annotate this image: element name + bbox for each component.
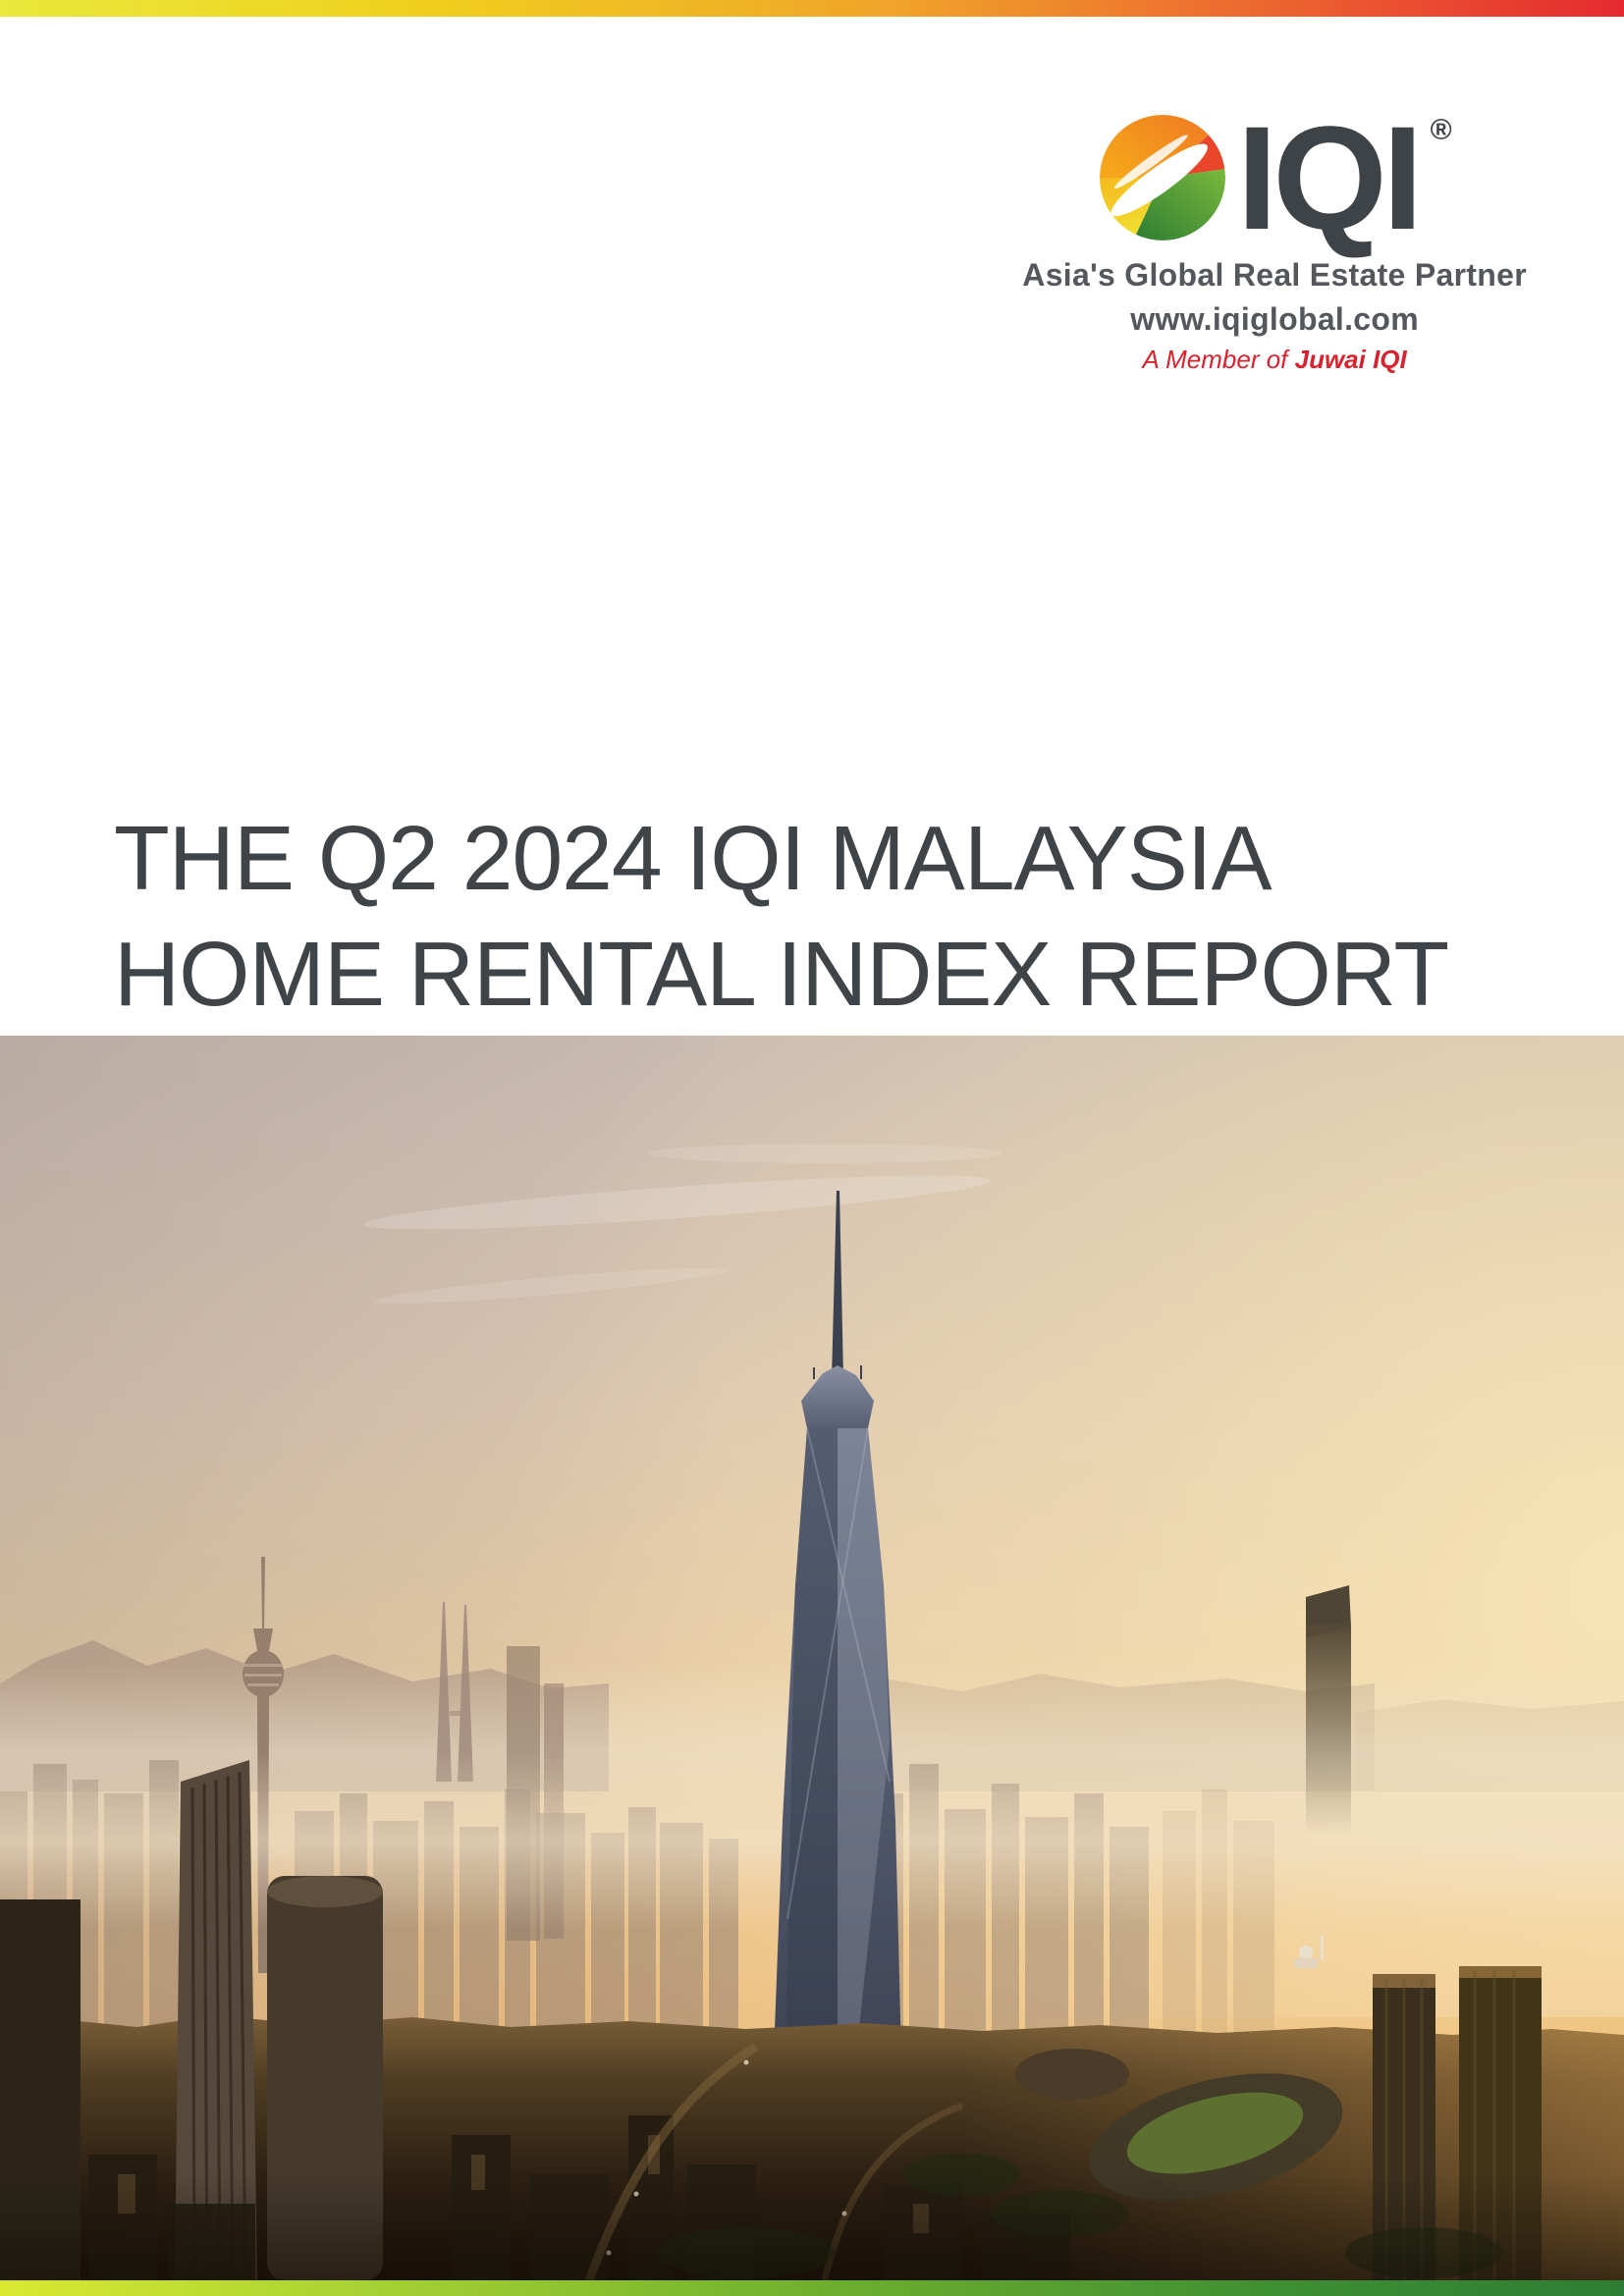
photo-cloud-streaks bbox=[363, 1144, 1001, 1305]
iqi-logo-row: IQI ® bbox=[1098, 104, 1452, 251]
report-title-line1: THE Q2 2024 IQI MALAYSIA bbox=[114, 807, 1272, 910]
registered-trademark-symbol: ® bbox=[1430, 114, 1452, 146]
photo-foreground-city bbox=[0, 1760, 1624, 2280]
photo-merdeka-118-tower bbox=[774, 1191, 901, 2056]
photo-mosque bbox=[1294, 1935, 1324, 1968]
top-gradient-bar bbox=[0, 0, 1624, 17]
iqi-globe-icon bbox=[1099, 115, 1225, 240]
brand-tagline: Asia's Global Real Estate Partner bbox=[1022, 257, 1527, 293]
membership-brand: Juwai IQI bbox=[1294, 345, 1407, 374]
membership-line: A Member of Juwai IQI bbox=[1143, 345, 1407, 375]
cover-photo-kuala-lumpur-skyline bbox=[0, 1036, 1624, 2280]
photo-exchange-106-tower bbox=[1306, 1585, 1351, 1836]
photo-petronas-towers bbox=[436, 1602, 473, 1782]
membership-prefix: A Member of bbox=[1142, 345, 1295, 374]
report-title-line2: HOME RENTAL INDEX REPORT bbox=[114, 923, 1449, 1026]
iqi-wordmark: IQI bbox=[1236, 95, 1424, 260]
report-title: THE Q2 2024 IQI MALAYSIA HOME RENTAL IND… bbox=[114, 800, 1449, 1032]
brand-website-url: www.iqiglobal.com bbox=[1130, 301, 1419, 337]
bottom-gradient-bar bbox=[0, 2280, 1624, 2296]
iqi-logo-block: IQI ® Asia's Global Real Estate Partner … bbox=[1022, 104, 1527, 375]
